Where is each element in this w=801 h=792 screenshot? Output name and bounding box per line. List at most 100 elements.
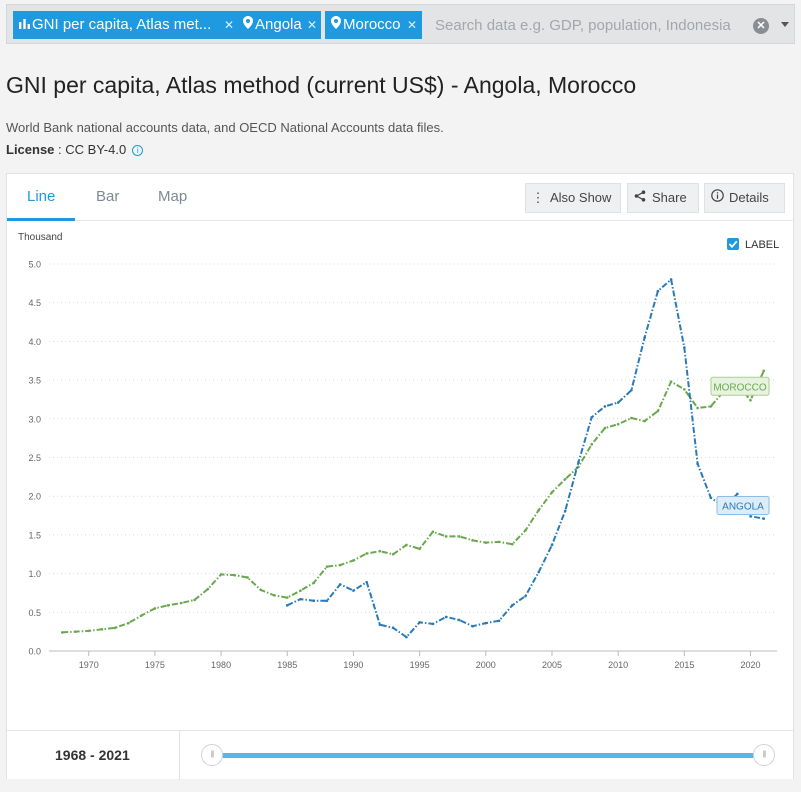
data-point-morocco [563, 477, 567, 481]
remove-chip-icon[interactable]: ✕ [307, 18, 318, 32]
range-slider-end-handle[interactable]: ||| [753, 744, 775, 766]
data-point-morocco [140, 614, 143, 617]
data-point-morocco [418, 547, 421, 551]
chip-morocco[interactable]: Morocco ✕ [325, 11, 422, 39]
chip-label: Morocco [343, 16, 401, 34]
chevron-down-icon[interactable] [781, 22, 789, 27]
data-point-morocco [510, 542, 514, 546]
data-point-morocco [405, 543, 408, 547]
series-end-label: MOROCCO [713, 382, 767, 393]
tab-line[interactable]: Line [27, 188, 56, 205]
data-point-morocco [193, 598, 196, 602]
x-tick-label: 2020 [741, 660, 761, 670]
data-point-morocco [87, 629, 91, 633]
data-point-angola [471, 624, 474, 628]
label-checkbox[interactable] [727, 238, 739, 250]
data-point-angola [497, 619, 501, 623]
data-point-angola [391, 626, 395, 630]
data-point-morocco [206, 587, 210, 591]
data-point-angola [550, 543, 554, 547]
data-point-morocco [630, 416, 633, 420]
share-icon [628, 184, 652, 212]
data-point-morocco [431, 530, 435, 534]
data-point-morocco [656, 409, 660, 413]
data-point-morocco [616, 422, 620, 426]
data-point-morocco [100, 628, 104, 631]
data-point-angola [405, 635, 408, 639]
x-tick-label: 2005 [542, 660, 562, 670]
license: License : CC BY-4.0 i [6, 142, 144, 157]
data-point-angola [696, 462, 699, 465]
more-vertical-icon: ⋮ [531, 190, 545, 205]
data-point-morocco [537, 508, 541, 512]
tab-bar[interactable]: Bar [96, 188, 120, 205]
x-tick-label: 2015 [674, 660, 694, 670]
data-point-morocco [378, 549, 382, 553]
year-range: 1968 - 2021 [55, 747, 130, 763]
data-point-morocco [352, 559, 355, 562]
range-slider-start-handle[interactable]: ||| [201, 744, 223, 766]
search-bar: GNI per capita, Atlas met... ✕ Angola ✕ … [6, 4, 795, 44]
data-point-morocco [484, 541, 488, 544]
data-point-morocco [166, 604, 170, 607]
data-point-morocco [524, 528, 527, 532]
data-point-angola [325, 599, 329, 602]
license-value: : CC BY-4.0 [54, 142, 127, 157]
details-button[interactable]: Details [704, 183, 785, 213]
chip-label: Angola [255, 16, 302, 34]
range-start: 1968 [55, 747, 87, 763]
chart-panel: Line Bar Map ⋮ Also Show Share Details Th… [6, 173, 794, 780]
data-point-morocco [709, 405, 713, 408]
series-line-morocco [62, 370, 765, 634]
data-point-angola [709, 496, 713, 500]
map-pin-icon [331, 11, 341, 39]
data-point-angola [656, 289, 660, 293]
y-axis-unit-label: Thousand [18, 232, 62, 243]
y-tick-label: 5.0 [28, 260, 41, 270]
view-tabs: Line Bar Map ⋮ Also Show Share Details [7, 174, 793, 221]
chip-indicator[interactable]: GNI per capita, Atlas met... ✕ [13, 11, 238, 39]
data-point-morocco [749, 398, 752, 402]
map-pin-icon [243, 11, 253, 39]
data-point-morocco [643, 419, 646, 423]
data-point-morocco [180, 601, 183, 605]
remove-chip-icon[interactable]: ✕ [407, 18, 418, 32]
data-point-angola [749, 515, 752, 518]
data-point-morocco [299, 589, 302, 592]
x-tick-label: 1975 [145, 660, 165, 670]
y-tick-label: 3.5 [28, 376, 41, 386]
data-point-angola [524, 594, 527, 598]
data-point-angola [458, 618, 461, 622]
remove-chip-icon[interactable]: ✕ [224, 18, 235, 32]
data-point-angola [444, 615, 448, 619]
data-point-morocco [127, 621, 130, 625]
info-icon[interactable]: i [132, 145, 144, 156]
data-point-morocco [444, 535, 448, 538]
chip-angola[interactable]: Angola ✕ [237, 11, 321, 39]
data-point-angola [603, 405, 607, 408]
series-line-angola [286, 278, 764, 639]
clear-search-icon[interactable]: ✕ [753, 18, 769, 34]
chip-label: GNI per capita, Atlas met... [32, 16, 212, 34]
active-tab-indicator [7, 218, 75, 221]
data-point-morocco [153, 607, 157, 610]
search-input[interactable] [435, 14, 735, 36]
x-tick-label: 2010 [608, 660, 628, 670]
tab-map[interactable]: Map [158, 188, 188, 205]
y-tick-label: 1.5 [28, 530, 41, 540]
series-label-box [710, 376, 770, 396]
range-slider-track[interactable] [213, 753, 757, 758]
series-label-box [716, 495, 770, 515]
data-point-morocco [669, 380, 673, 383]
share-button[interactable]: Share [627, 183, 699, 213]
data-point-morocco [233, 573, 236, 577]
data-point-angola [616, 401, 620, 404]
data-point-angola [484, 621, 488, 625]
y-tick-label: 4.0 [28, 337, 41, 347]
also-show-button[interactable]: ⋮ Also Show [525, 183, 621, 213]
data-point-morocco [683, 388, 686, 391]
page-title: GNI per capita, Atlas method (current US… [6, 72, 637, 98]
data-point-morocco [259, 588, 263, 592]
divider [179, 731, 180, 780]
data-point-angola [285, 604, 289, 607]
